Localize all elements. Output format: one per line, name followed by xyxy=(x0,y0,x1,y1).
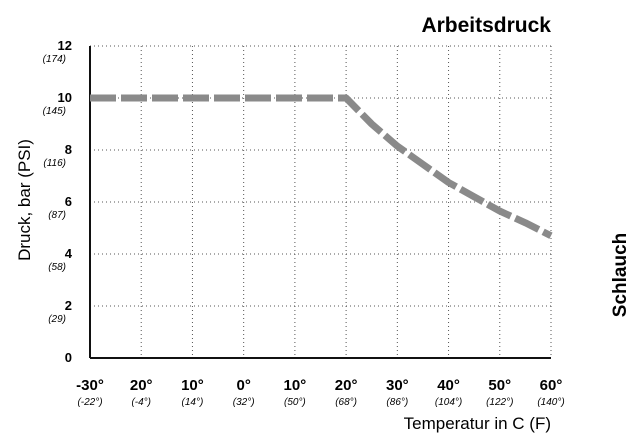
y-tick-sublabel: (29) xyxy=(48,314,66,325)
x-tick-sublabel: (-22°) xyxy=(77,397,102,408)
series-group xyxy=(90,94,553,239)
x-tick-sublabel: (86°) xyxy=(386,397,408,408)
x-tick-labels: -30° (-22°) 20° (-4°) 10° (14°) 0° (32°) 10° (50°… xyxy=(76,377,565,408)
x-tick-label: 20° xyxy=(130,377,153,394)
y-tick-label: 2 xyxy=(65,298,72,313)
x-tick-label: 10° xyxy=(284,377,307,394)
y-tick-label: 10 xyxy=(58,90,72,105)
y-tick-sublabel: (58) xyxy=(48,262,66,273)
x-tick-label: 60° xyxy=(540,377,563,394)
side-label: Schlauch xyxy=(610,233,631,317)
y-tick-sublabel: (174) xyxy=(43,54,66,65)
y-tick-sublabel: (87) xyxy=(48,210,66,221)
x-tick-label: 0° xyxy=(236,377,250,394)
x-tick-sublabel: (50°) xyxy=(284,397,306,408)
y-tick-label: 8 xyxy=(65,142,72,157)
y-tick-label: 4 xyxy=(65,246,73,261)
y-tick-label: 12 xyxy=(58,38,72,53)
x-tick-sublabel: (-4°) xyxy=(131,397,151,408)
x-tick-sublabel: (32°) xyxy=(233,397,255,408)
x-tick-label: 10° xyxy=(181,377,204,394)
y-tick-sublabel: (116) xyxy=(43,158,66,169)
x-tick-label: -30° xyxy=(76,377,104,394)
x-tick-sublabel: (68°) xyxy=(335,397,357,408)
x-tick-sublabel: (14°) xyxy=(182,397,204,408)
x-tick-label: 50° xyxy=(488,377,511,394)
y-tick-sublabel: (145) xyxy=(43,106,66,117)
y-tick-label: 0 xyxy=(65,350,72,365)
x-tick-sublabel: (140°) xyxy=(537,397,564,408)
series-line xyxy=(90,94,553,239)
chart-title: Arbeitsdruck xyxy=(421,14,551,37)
x-tick-label: 40° xyxy=(437,377,460,394)
y-axis-label: Druck, bar (PSI) xyxy=(15,139,34,261)
x-tick-sublabel: (122°) xyxy=(486,397,513,408)
x-axis-label: Temperatur in C (F) xyxy=(404,414,551,433)
y-tick-label: 6 xyxy=(65,194,72,209)
x-tick-label: 20° xyxy=(335,377,358,394)
x-tick-label: 30° xyxy=(386,377,409,394)
y-tick-labels: 12(174) 10(145) 8(116) 6(87) 4(58) 2(29) 0 xyxy=(43,38,73,365)
x-tick-sublabel: (104°) xyxy=(435,397,462,408)
